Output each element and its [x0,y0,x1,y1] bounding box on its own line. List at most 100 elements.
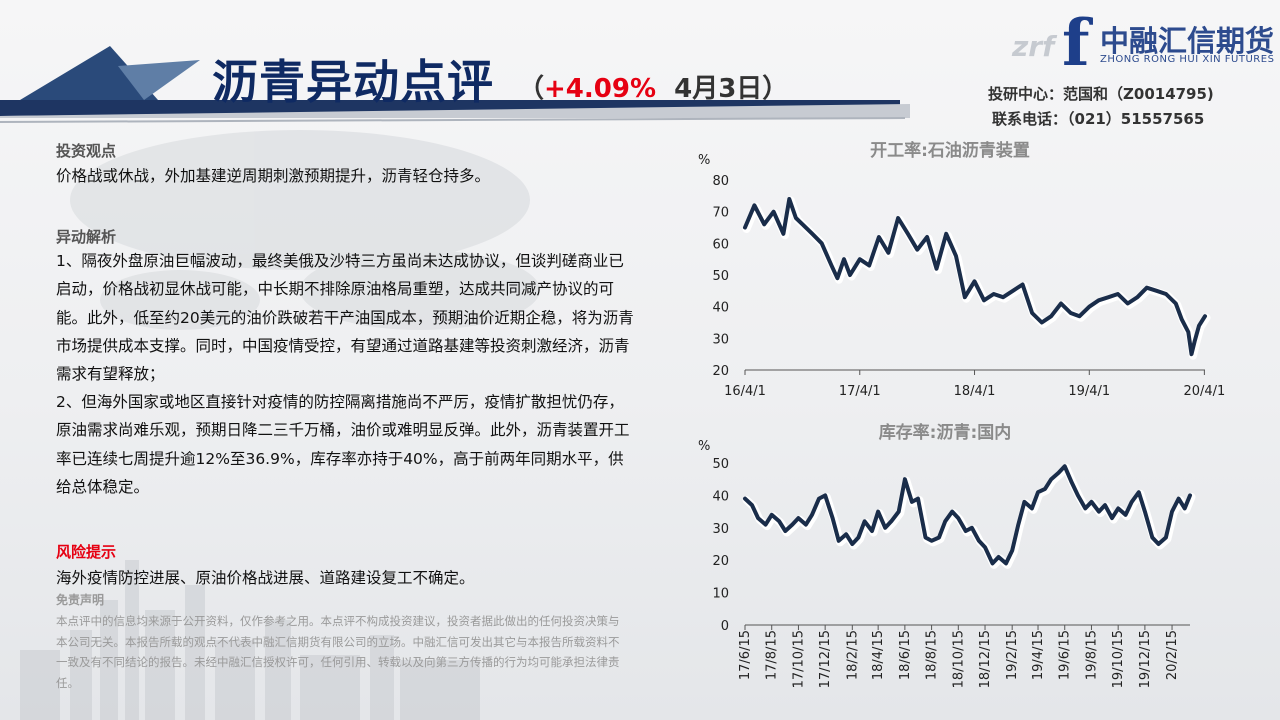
data-point [1190,353,1193,355]
data-point [1175,302,1177,305]
x-tick-label: 19/4/1 [1068,384,1110,399]
page-subtitle: （+4.09% 4月3日） [518,68,788,105]
x-tick-label: 17/12/15 [818,630,833,688]
y-tick-label: 0 [721,619,729,634]
data-point [1104,504,1106,506]
x-tick-label: 18/2/15 [845,630,860,680]
data-point [1090,501,1093,503]
data-point [1031,507,1033,510]
data-point [926,236,928,238]
data-point [1136,296,1139,298]
data-point [1155,290,1158,292]
data-point [851,543,854,545]
x-tick-label: 19/12/15 [1138,630,1153,688]
series-line-halo [742,196,1211,360]
data-point [1117,507,1119,510]
report-date: 4月3日） [674,74,789,104]
data-point [897,217,899,219]
logo-watermark: zrf [1012,30,1055,63]
data-point [1130,501,1133,503]
data-point [753,204,756,207]
data-point [887,252,890,254]
x-tick-label: 19/4/15 [1031,630,1046,680]
analysis-point-2: 2、但海外国家或地区直接针对疫情的防控隔离措施尚不严厉，疫情扩散担忧仍存，原油需… [56,393,630,496]
company-name-en: ZHONG RONG HUI XIN FUTURES [1100,54,1275,65]
data-point [1111,517,1113,519]
x-tick-label: 20/4/1 [1183,384,1225,399]
data-point [1011,549,1013,552]
data-point [1189,494,1191,497]
data-point [884,527,886,529]
data-point [778,520,780,523]
data-point [951,510,953,513]
data-point [1005,562,1007,565]
data-point [1165,536,1167,539]
y-tick-label: 10 [712,587,729,602]
data-point [911,501,913,503]
data-point [782,233,785,235]
contact-phone: 联系电话：（021）51557565 [992,110,1205,128]
data-point [983,299,985,302]
data-point [831,517,834,519]
data-point [957,517,960,519]
data-point [992,293,995,295]
y-tick-label: 50 [712,269,729,284]
data-point [863,520,866,523]
data-point [945,233,947,235]
data-point [788,198,791,200]
data-point [763,223,765,226]
data-point [1144,510,1146,513]
data-point [772,210,775,213]
x-tick-label: 16/4/1 [724,384,766,399]
data-point [784,530,787,532]
data-point [797,517,800,519]
data-point [1151,536,1154,539]
y-tick-label: 20 [712,364,729,379]
data-point [1057,471,1060,474]
price-change: +4.09% [544,74,657,104]
data-point [811,514,813,516]
data-point [935,267,938,270]
operating-rate-chart: 开工率:石油沥青装置% 20 30 40 50 60 70 80 16/4/1 17/4/1 18/… [698,140,1225,399]
data-point [904,478,906,480]
data-point [1198,324,1200,327]
y-tick-label: 40 [712,489,729,504]
data-point [1044,488,1046,490]
data-point [971,527,973,529]
data-point [1177,497,1180,500]
data-point [757,517,759,519]
data-point [791,523,794,526]
data-point [1117,293,1119,295]
data-point [1063,465,1066,467]
analyst-info: 投研中心：范国和（Z0014795) [988,85,1214,103]
x-tick-label: 18/10/15 [951,630,966,688]
data-point [1187,331,1190,333]
data-point [1070,481,1073,484]
data-point [897,510,900,513]
data-point [1193,340,1196,343]
header: 沥青异动点评 （+4.09% 4月3日） zrf f 中融汇信期货 ZHONG … [0,0,1280,130]
disclaimer-text: 本点评中的信息均来源于公开资料，仅作参考之用。本点评不构成投资建议，投资者据此做… [56,614,620,690]
data-point [801,223,804,226]
data-point [795,217,797,219]
x-tick-label: 19/8/15 [1084,630,1099,680]
data-point [845,533,847,536]
data-point [1037,491,1039,493]
data-point [1069,312,1072,314]
data-point [955,255,957,257]
data-point [1078,315,1081,317]
data-point [1204,315,1206,317]
y-tick-label: 60 [712,237,729,252]
x-tick-label: 18/4/1 [954,384,996,399]
x-tick-label: 20/2/15 [1165,630,1180,680]
x-tick-label: 17/10/15 [791,630,806,688]
data-point [997,556,1000,558]
risk-text: 海外疫情防控进展、原油价格战进展、道路建设复工不确定。 [56,569,475,587]
data-point [837,540,840,542]
data-point [811,233,814,235]
series-line [743,464,1192,566]
data-point [820,242,823,245]
x-tick-label: 17/6/15 [738,630,753,680]
x-tick-label: 18/4/15 [871,630,886,680]
risk-label: 风险提示 [56,543,117,561]
